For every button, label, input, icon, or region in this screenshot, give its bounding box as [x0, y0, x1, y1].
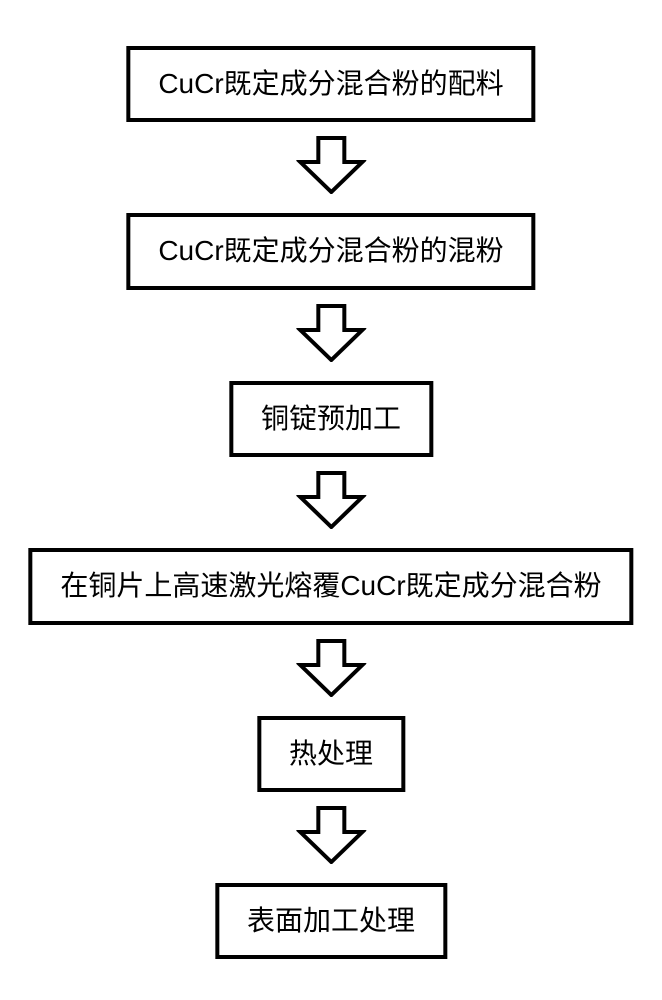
down-arrow-icon: [296, 136, 366, 199]
step-box-1: CuCr既定成分混合粉的配料: [126, 46, 535, 122]
down-arrow-icon: [296, 806, 366, 869]
step-box-3: 铜锭预加工: [229, 381, 433, 457]
flowchart: CuCr既定成分混合粉的配料 CuCr既定成分混合粉的混粉 铜锭预加工 在铜片上…: [28, 46, 633, 959]
step-box-2: CuCr既定成分混合粉的混粉: [126, 213, 535, 289]
step-label: 热处理: [289, 738, 373, 769]
step-label: CuCr既定成分混合粉的配料: [158, 68, 503, 99]
down-arrow-icon: [296, 471, 366, 534]
step-box-5: 热处理: [257, 716, 405, 792]
step-box-4: 在铜片上高速激光熔覆CuCr既定成分混合粉: [28, 548, 633, 624]
step-label: 在铜片上高速激光熔覆CuCr既定成分混合粉: [60, 570, 601, 601]
down-arrow-icon: [296, 304, 366, 367]
step-label: 铜锭预加工: [261, 403, 401, 434]
down-arrow-icon: [296, 639, 366, 702]
step-box-6: 表面加工处理: [215, 883, 447, 959]
step-label: CuCr既定成分混合粉的混粉: [158, 235, 503, 266]
step-label: 表面加工处理: [247, 905, 415, 936]
